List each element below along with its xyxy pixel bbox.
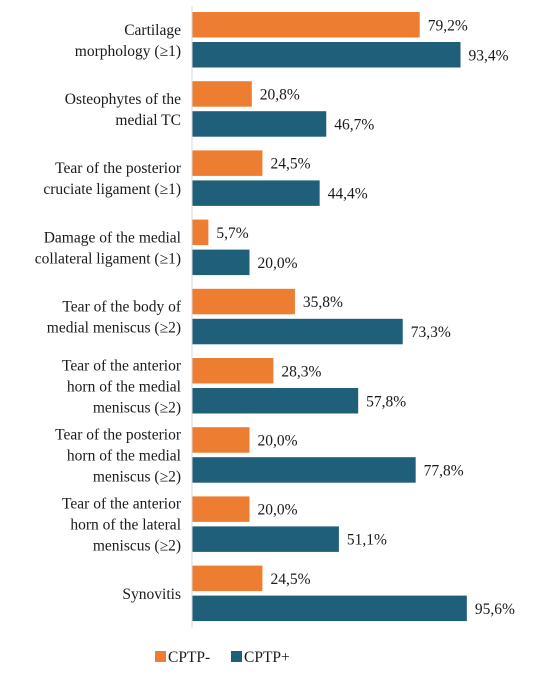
bar-cptp-plus-tear-of-the-anterior-horn-of-the-lateral-meniscus-2	[192, 526, 339, 552]
value-label-cptp-minus-tear-of-the-anterior-horn-of-the-medial-meniscus-2: 28,3%	[281, 363, 321, 380]
category-label-tear-of-the-anterior-horn-of-the-medial-meniscus-2: Tear of the anterior horn of the medial me…	[62, 357, 182, 416]
category-label-synovitis: Synovitis	[122, 586, 181, 603]
bar-cptp-minus-synovitis	[192, 565, 263, 592]
bar-cptp-minus-cartilage-morphology-1	[192, 12, 420, 38]
value-label-cptp-plus-tear-of-the-posterior-horn-of-the-medial-meniscus-2: 77,8%	[424, 462, 464, 479]
category-label-damage-of-the-medial-collateral-ligament-1: Damage of the medial collateral ligament …	[35, 229, 181, 267]
category-label-line: morphology (≥1)	[75, 43, 181, 60]
value-label-cptp-plus-tear-of-the-anterior-horn-of-the-medial-meniscus-2: 57,8%	[366, 393, 406, 410]
category-label-line: Tear of the posterior	[55, 160, 182, 177]
bar-cptp-plus-synovitis	[192, 595, 467, 622]
category-label-line: Osteophytes of the	[65, 91, 181, 108]
category-label-line: cruciate ligament (≥1)	[43, 181, 181, 198]
category-label-cartilage-morphology-1: Cartilage morphology (≥1)	[75, 22, 181, 60]
bar-cptp-minus-tear-of-the-posterior-cruciate-ligament-1	[192, 150, 263, 176]
value-label-cptp-plus-cartilage-morphology-1: 93,4%	[469, 47, 509, 64]
category-label-line: Tear of the posterior	[55, 426, 182, 443]
value-label-cptp-plus-tear-of-the-anterior-horn-of-the-lateral-meniscus-2: 51,1%	[347, 532, 387, 549]
value-label-cptp-plus-osteophytes-of-the-medial-tc: 46,7%	[334, 116, 374, 133]
category-label-line: medial meniscus (≥2)	[47, 320, 181, 337]
value-label-cptp-minus-tear-of-the-posterior-horn-of-the-medial-meniscus-2: 20,0%	[258, 432, 298, 449]
value-label-cptp-plus-tear-of-the-body-of-medial-meniscus-2: 73,3%	[411, 324, 451, 341]
category-label-tear-of-the-posterior-horn-of-the-medial-meniscus-2: Tear of the posterior horn of the medial m…	[55, 426, 182, 485]
value-label-cptp-minus-tear-of-the-posterior-cruciate-ligament-1: 24,5%	[270, 156, 310, 173]
category-label-line: Synovitis	[122, 586, 181, 603]
bar-cptp-minus-tear-of-the-anterior-horn-of-the-medial-meniscus-2	[192, 358, 274, 384]
category-label-line: Damage of the medial	[44, 229, 181, 246]
value-label-cptp-minus-tear-of-the-anterior-horn-of-the-lateral-meniscus-2: 20,0%	[258, 502, 298, 519]
category-label-line: horn of the medial	[67, 447, 181, 464]
value-label-cptp-minus-osteophytes-of-the-medial-tc: 20,8%	[260, 86, 300, 103]
value-label-cptp-minus-cartilage-morphology-1: 79,2%	[428, 17, 468, 34]
category-labels: Cartilage morphology (≥1) Osteophytes of t…	[35, 22, 182, 603]
bar-cptp-plus-tear-of-the-body-of-medial-meniscus-2	[192, 318, 403, 345]
category-label-line: Tear of the body of	[62, 299, 181, 316]
bar-cptp-plus-tear-of-the-posterior-cruciate-ligament-1	[192, 180, 320, 206]
bar-cptp-plus-osteophytes-of-the-medial-tc	[192, 111, 327, 137]
category-label-line: medial TC	[115, 112, 181, 129]
category-label-line: meniscus (≥2)	[93, 538, 181, 555]
bar-cptp-minus-tear-of-the-posterior-horn-of-the-medial-meniscus-2	[192, 427, 250, 453]
bar-cptp-minus-osteophytes-of-the-medial-tc	[192, 81, 252, 107]
category-label-osteophytes-of-the-medial-tc: Osteophytes of the medial TC	[65, 91, 181, 129]
legend: CPTP- CPTP+	[155, 649, 290, 666]
value-label-cptp-minus-synovitis: 24,5%	[270, 571, 310, 588]
bar-cptp-plus-tear-of-the-anterior-horn-of-the-medial-meniscus-2	[192, 388, 359, 414]
category-label-tear-of-the-anterior-horn-of-the-lateral-meniscus-2: Tear of the anterior horn of the lateral m…	[62, 496, 182, 555]
category-label-line: Tear of the anterior	[62, 496, 182, 513]
value-label-cptp-minus-damage-of-the-medial-collateral-ligament-1: 5,7%	[216, 225, 248, 242]
legend-swatch-cptp-plus	[231, 651, 242, 662]
bar-cptp-plus-tear-of-the-posterior-horn-of-the-medial-meniscus-2	[192, 457, 416, 483]
category-label-line: meniscus (≥2)	[93, 399, 181, 416]
legend-label-cptp-plus: CPTP+	[244, 649, 290, 666]
bar-cptp-plus-cartilage-morphology-1	[192, 42, 461, 68]
bar-cptp-minus-tear-of-the-body-of-medial-meniscus-2	[192, 288, 295, 315]
category-label-line: Tear of the anterior	[62, 357, 182, 374]
category-label-tear-of-the-body-of-medial-meniscus-2: Tear of the body of medial meniscus (≥2)	[47, 299, 182, 337]
value-label-cptp-plus-tear-of-the-posterior-cruciate-ligament-1: 44,4%	[328, 186, 368, 203]
bars-group	[192, 12, 467, 622]
category-label-line: meniscus (≥2)	[93, 468, 181, 485]
category-label-line: horn of the medial	[67, 378, 181, 395]
category-label-line: Cartilage	[124, 22, 181, 39]
bar-cptp-minus-damage-of-the-medial-collateral-ligament-1	[192, 219, 209, 246]
category-label-line: horn of the lateral	[70, 517, 181, 534]
legend-label-cptp-minus: CPTP-	[168, 649, 210, 666]
category-label-line: collateral ligament (≥1)	[35, 250, 181, 267]
bar-cptp-minus-tear-of-the-anterior-horn-of-the-lateral-meniscus-2	[192, 496, 250, 522]
category-label-tear-of-the-posterior-cruciate-ligament-1: Tear of the posterior cruciate ligament (…	[43, 160, 181, 198]
value-label-cptp-plus-synovitis: 95,6%	[475, 601, 515, 618]
bar-cptp-plus-damage-of-the-medial-collateral-ligament-1	[192, 249, 250, 276]
value-label-cptp-plus-damage-of-the-medial-collateral-ligament-1: 20,0%	[258, 255, 298, 272]
value-label-cptp-minus-tear-of-the-body-of-medial-meniscus-2: 35,8%	[303, 294, 343, 311]
legend-swatch-cptp-minus	[155, 651, 166, 662]
value-labels: 79,2%93,4% 20,8% 46,7% 24,5% 44,4% 5,7% 20,0% 3…	[216, 17, 515, 618]
